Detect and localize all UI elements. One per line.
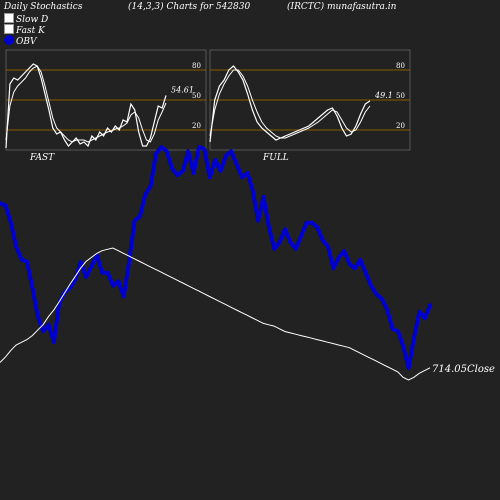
legend-label-obv: OBV [16, 37, 37, 47]
fast-last-value-label: 54.61 [171, 85, 194, 94]
fast-slow-d-line [5, 65, 167, 143]
fast-tick-20: 20 [192, 122, 201, 130]
legend-swatch-slow-d [4, 13, 14, 23]
full-tick-80: 80 [396, 62, 405, 70]
chart-title: Daily Stochastics [4, 2, 83, 12]
full-fast-k-line [209, 65, 371, 143]
legend-swatch-obv [4, 35, 14, 45]
legend-swatch-fast-k [4, 24, 14, 34]
fast-panel-title: FAST [29, 153, 55, 163]
fast-fast-k-line [5, 63, 167, 149]
close-line [0, 247, 431, 381]
fast-tick-50: 50 [192, 92, 201, 100]
full-panel-title: FULL [262, 153, 289, 163]
full-tick-50: 50 [396, 92, 405, 100]
legend-label-slow-d: Slow D [16, 15, 49, 25]
legend-obv: OBV [4, 35, 37, 47]
chart-params: (14,3,3) Charts for 542830 [128, 2, 251, 12]
chart-symbol: (IRCTC) munafasutra.in [287, 2, 397, 12]
legend-slow-d: Slow D [4, 13, 48, 25]
obv-line [0, 145, 432, 370]
full-tick-20: 20 [396, 122, 405, 130]
full-last-value-label: 49.1 [374, 91, 393, 100]
legend-fast-k: Fast K [4, 24, 45, 36]
legend-label-fast-k: Fast K [16, 26, 45, 36]
close-last-value-label: 714.05Close [432, 364, 495, 375]
full-slow-d-line [209, 69, 371, 139]
fast-tick-80: 80 [192, 62, 201, 70]
